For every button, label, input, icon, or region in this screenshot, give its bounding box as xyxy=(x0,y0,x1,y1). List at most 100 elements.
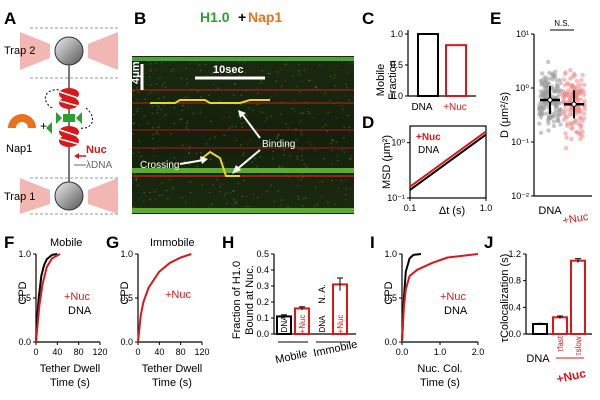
g-ytick-label: 1.0 xyxy=(120,249,133,259)
kymo-pixel xyxy=(302,176,304,178)
kymo-pixel xyxy=(233,137,235,139)
e-point xyxy=(546,121,551,126)
e-point xyxy=(561,95,566,101)
kymo-pixel xyxy=(155,90,158,92)
i-xlabel-2: Time (s) xyxy=(420,377,460,389)
kymo-pixel xyxy=(189,192,192,194)
kymo-pixel xyxy=(138,151,140,153)
kymo-pixel xyxy=(276,137,278,139)
kymo-pixel xyxy=(240,94,242,96)
panel-j: J τColocalization (s) 0.0 0.4 0.8 1.2 τfast τ… xyxy=(484,233,592,386)
i-ytick-label: 0.0 xyxy=(384,337,397,347)
kymo-pixel xyxy=(279,113,282,115)
kymo-pixel xyxy=(302,205,305,207)
kymo-pixel xyxy=(152,148,155,150)
panel-c: C Mobile Fraction 0.0 0.5 1.0 DNA +Nuc xyxy=(362,9,476,113)
e-point xyxy=(562,82,568,88)
kymo-pixel xyxy=(189,181,191,183)
kymo-pixel xyxy=(245,90,247,92)
kymo-pixel xyxy=(283,149,285,151)
kymo-pixel xyxy=(173,122,176,125)
kymo-pixel xyxy=(285,63,287,65)
kymo-pixel xyxy=(242,152,245,154)
kymo-pixel xyxy=(151,112,154,115)
h-ytick-label: 0.4 xyxy=(256,265,269,275)
e-point xyxy=(579,77,584,83)
d-ylabel: MSD (μm²) xyxy=(381,135,393,189)
kymo-pixel xyxy=(284,64,287,66)
binding-trace xyxy=(150,99,270,104)
kymo-pixel xyxy=(137,108,139,110)
e-point xyxy=(558,122,563,127)
kymo-pixel xyxy=(142,160,144,162)
kymo-pixel xyxy=(181,144,184,146)
f-series-1 xyxy=(35,253,61,343)
kymo-pixel xyxy=(151,105,153,107)
kymo-pixel xyxy=(225,192,228,194)
e-point xyxy=(567,112,573,117)
e-point xyxy=(563,90,568,95)
kymo-pixel xyxy=(164,114,167,116)
e-point xyxy=(568,96,573,102)
kymo-pixel xyxy=(297,177,299,179)
kymo-pixel xyxy=(344,179,347,181)
kymo-pixel xyxy=(155,83,158,85)
h-ytick-label: 0.3 xyxy=(256,281,269,291)
f-xtick-label: 0 xyxy=(33,347,38,357)
kymo-pixel xyxy=(150,84,153,86)
kymo-pixel xyxy=(232,190,234,192)
kymo-pixel xyxy=(266,117,268,119)
kymo-pixel xyxy=(340,105,343,107)
kymo-pixel xyxy=(153,155,155,157)
kymo-pixel xyxy=(182,105,184,107)
f-xlabel-1: Tether Dwell xyxy=(40,363,101,375)
kymo-pixel xyxy=(216,179,218,181)
kymo-pixel xyxy=(330,143,332,145)
e-point xyxy=(569,83,575,88)
h-ylabel-2: Bound at Nuc. xyxy=(244,265,256,335)
kymo-pixel xyxy=(294,100,296,102)
kymo-pixel xyxy=(228,127,231,129)
kymo-pixel xyxy=(321,181,323,183)
e-point xyxy=(564,135,569,140)
d-frame xyxy=(409,125,487,199)
kymo-pixel xyxy=(314,205,316,207)
kymo-pixel xyxy=(308,80,310,82)
kymo-pixel xyxy=(170,70,173,72)
kymo-pixel xyxy=(275,93,277,95)
i-legend-dna: DNA xyxy=(444,305,468,317)
kymo-pixel xyxy=(305,166,308,168)
e-xlabel-dna: DNA xyxy=(538,205,562,217)
kymo-pixel xyxy=(136,98,138,101)
kymo-pixel xyxy=(286,144,288,146)
lambda-dna-label: λDNA xyxy=(86,160,112,171)
kymo-pixel xyxy=(210,120,212,122)
kymo-pixel xyxy=(277,190,279,192)
kymo-pixel xyxy=(336,117,339,119)
kymo-pixel xyxy=(309,79,311,81)
chart-g: 0.0 0.5 1.0 0 40 80 120 +Nuc xyxy=(120,249,209,357)
e-point xyxy=(561,117,567,123)
kymo-pixel xyxy=(199,111,202,113)
chart-c: 0.0 0.5 1.0 DNA +Nuc xyxy=(390,29,476,113)
f-ytick-label: 0.0 xyxy=(18,337,31,347)
kymo-pixel xyxy=(297,185,299,187)
kymo-pixel xyxy=(327,202,329,204)
e-point xyxy=(574,89,580,95)
e-point xyxy=(554,82,560,88)
kymo-pixel xyxy=(300,131,302,133)
kymo-pixel xyxy=(150,63,152,65)
c-xlabel-dna: DNA xyxy=(411,102,432,113)
kymo-pixel xyxy=(186,78,188,80)
nucleosome-mid xyxy=(59,126,79,147)
i-ylabel: CPD xyxy=(383,281,395,304)
kymo-pixel xyxy=(259,156,261,158)
kymo-pixel xyxy=(188,152,191,155)
trap-bottom-label: Trap 1 xyxy=(4,191,35,203)
kymo-pixel xyxy=(305,167,308,169)
plus-sign: + xyxy=(40,119,47,133)
kymo-pixel xyxy=(244,61,246,63)
kymo-pixel xyxy=(257,92,259,94)
kymo-pixel xyxy=(348,99,350,101)
kymo-pixel xyxy=(209,138,211,140)
